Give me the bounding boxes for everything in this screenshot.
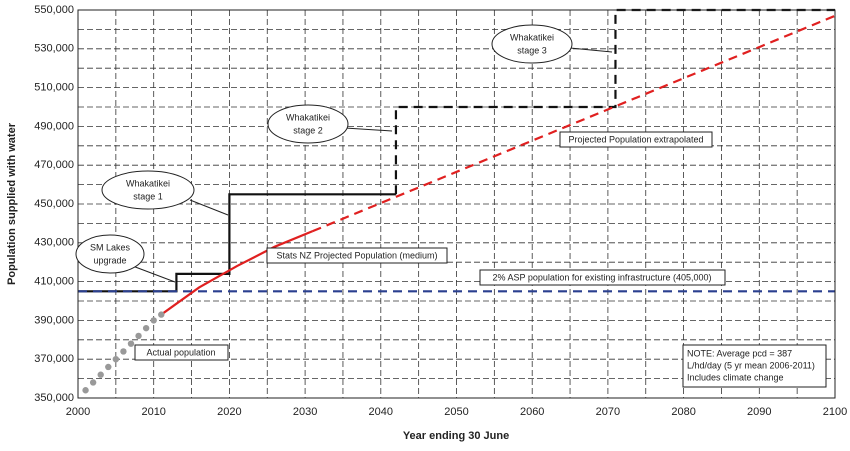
y-tick-label: 370,000 [34,353,74,365]
label-box [559,131,713,148]
y-tick-label: 490,000 [34,120,74,132]
callout-texts: SM Lakes upgrade Whakatikei stage 1 Whak… [90,32,815,382]
x-tick-label: 2050 [444,406,468,418]
annotation: stage 1 [133,191,163,201]
note: L/hd/day (5 yr mean 2006-2011) [687,360,815,370]
callout-ellipse [75,234,145,274]
label-box [479,269,726,286]
data-point [142,324,150,332]
y-tick-label: 350,000 [34,392,74,404]
data-point [135,332,142,340]
data-point [158,311,165,318]
series-line [160,230,314,316]
arrow [344,127,393,132]
note-box [682,344,827,388]
x-tick-label: 2010 [141,406,165,418]
arrow [189,199,229,216]
x-tick-label: 2040 [369,406,393,418]
series-label: Stats NZ Projected Population (medium) [276,250,437,260]
label-box [134,344,229,361]
annotation: upgrade [93,255,126,265]
data [78,8,836,394]
y-tick-label: 550,000 [34,4,74,16]
y-tick-label: 450,000 [34,198,74,210]
data-point [120,348,127,355]
data-point [127,340,135,347]
plot-frame [77,9,836,399]
series-label: Actual population [146,347,215,357]
series-label: Projected Population extrapolated [568,134,703,144]
x-tick-label: 2030 [293,406,317,418]
y-tick-label: 430,000 [34,237,74,249]
x-tick-label: 2070 [596,406,620,418]
callout-ellipse [491,24,573,64]
data-point [112,356,120,363]
y-tick-label: 470,000 [34,159,74,171]
callouts [75,24,827,388]
y-tick-label: 510,000 [34,82,74,94]
x-tick-label: 2090 [747,406,771,418]
note: NOTE: Average pcd = 387 [687,348,792,358]
series-line [312,14,836,233]
arrow [129,264,176,283]
x-axis-label: Year ending 30 June [403,430,509,442]
series-line [394,8,835,195]
annotation: Whakatikei [126,178,170,188]
data-point [89,379,97,386]
x-tick-label: 2080 [671,406,695,418]
data-point [150,317,157,324]
note: Includes climate change [687,372,784,382]
annotation: stage 3 [517,45,547,55]
x-tick-label: 2100 [823,406,847,418]
label-box [266,247,448,264]
callout-ellipse [101,170,195,210]
y-tick-label: 410,000 [34,276,74,288]
annotation: SM Lakes [90,242,131,252]
y-axis-label: Population supplied with water [6,122,18,285]
arrow [569,47,613,53]
data-point [82,387,89,394]
y-tick-label: 390,000 [34,314,74,326]
y-tick-label: 530,000 [34,43,74,55]
x-tick-label: 2060 [520,406,544,418]
x-tick-label: 2020 [217,406,241,418]
data-point [105,363,112,371]
callout-ellipse [267,104,349,144]
x-tick-label: 2000 [66,406,90,418]
annotation: stage 2 [293,125,323,135]
annotation: Whakatikei [510,32,554,42]
series-label: 2% ASP population for existing infrastru… [493,272,712,282]
data-point [97,371,104,378]
annotation: Whakatikei [286,112,330,122]
